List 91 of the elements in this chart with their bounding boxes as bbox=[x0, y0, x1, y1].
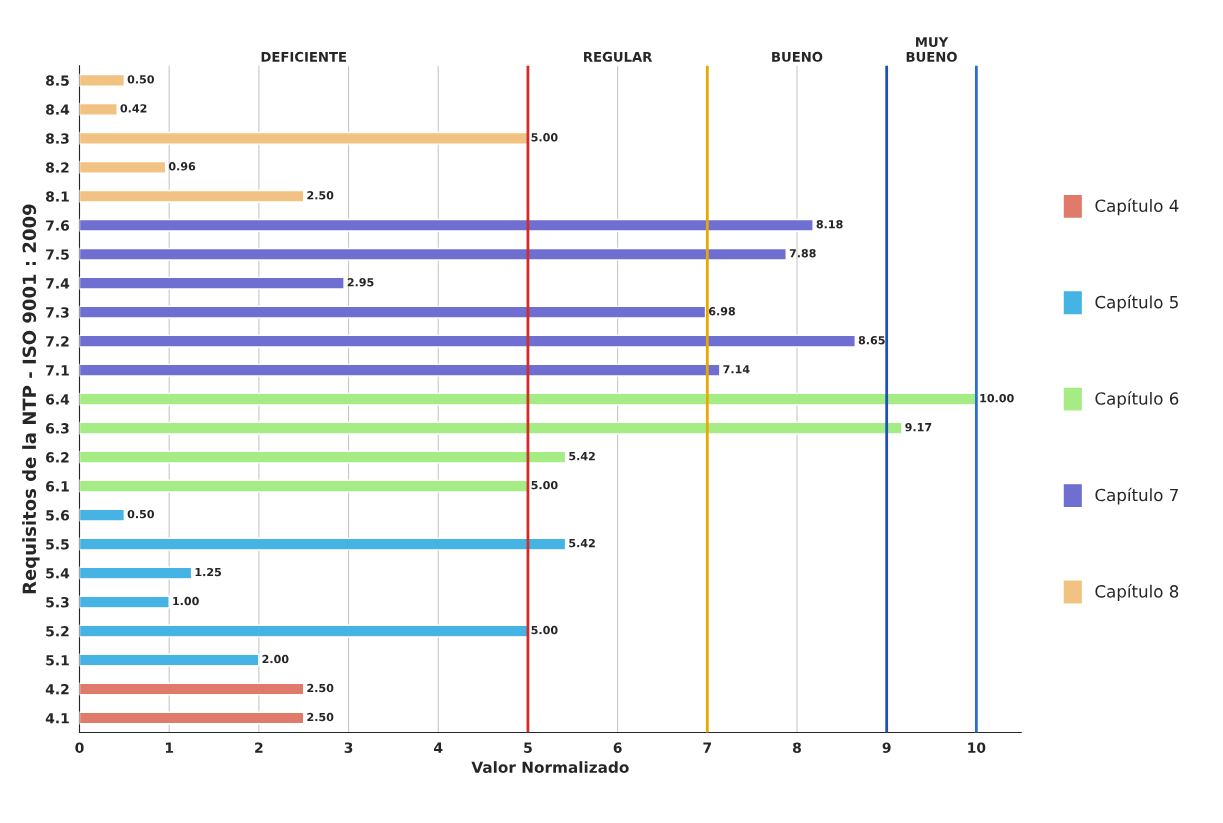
bar bbox=[79, 247, 787, 261]
bar bbox=[79, 73, 126, 87]
y-tick-label: 7.1 bbox=[46, 365, 69, 376]
y-tick-label: 7.2 bbox=[46, 336, 69, 347]
x-tick-label: 7 bbox=[703, 742, 712, 753]
bar bbox=[79, 363, 721, 377]
y-tick-label: 6.3 bbox=[46, 423, 69, 434]
bar bbox=[79, 682, 305, 696]
data-label: 2.95 bbox=[347, 278, 374, 287]
data-label: 0.50 bbox=[127, 75, 154, 84]
x-axis-title: Valor Normalizado bbox=[471, 761, 629, 774]
y-tick-label: 6.1 bbox=[46, 481, 69, 492]
bar bbox=[79, 653, 260, 667]
bar bbox=[79, 479, 529, 493]
bar bbox=[79, 189, 305, 203]
y-tick-label: 5.5 bbox=[46, 539, 69, 550]
data-label: 7.88 bbox=[789, 249, 816, 258]
x-tick-label: 0 bbox=[75, 742, 84, 753]
text: DEFICIENTE bbox=[261, 51, 347, 62]
data-label: 0.50 bbox=[127, 509, 154, 519]
bar bbox=[79, 450, 567, 464]
data-label: 2.50 bbox=[307, 191, 334, 200]
y-tick-label: 6.4 bbox=[46, 394, 70, 405]
y-axis-title: Requisitos de la NTP - ISO 9001 : 2009 bbox=[22, 204, 40, 594]
y-tick-label: 4.1 bbox=[45, 713, 69, 724]
data-label: 8.18 bbox=[816, 220, 843, 229]
data-label: 5.42 bbox=[569, 451, 595, 461]
y-tick-label: 8.3 bbox=[46, 133, 69, 144]
bar bbox=[79, 624, 529, 638]
legend-label: Capítulo 8 bbox=[1095, 584, 1179, 601]
bar bbox=[79, 276, 345, 290]
data-label: 2.50 bbox=[307, 712, 334, 722]
y-tick-label: 4.2 bbox=[45, 683, 69, 695]
data-label: 9.17 bbox=[905, 422, 932, 432]
legend-label: Capítulo 7 bbox=[1095, 487, 1178, 505]
text: MUY BUENO bbox=[906, 37, 957, 62]
bar bbox=[79, 102, 118, 116]
data-label: 5.00 bbox=[531, 625, 558, 635]
y-tick-label: 5.2 bbox=[46, 625, 69, 637]
data-label: 1.25 bbox=[195, 567, 222, 577]
bar bbox=[79, 305, 707, 319]
bar bbox=[79, 218, 814, 232]
data-label: 7.14 bbox=[723, 365, 750, 374]
y-tick-label: 5.4 bbox=[46, 568, 70, 579]
x-tick-label: 5 bbox=[524, 742, 532, 753]
data-label: 0.96 bbox=[168, 162, 196, 171]
data-label: 10.00 bbox=[980, 393, 1014, 403]
x-tick-label: 9 bbox=[882, 742, 891, 753]
data-label: 5.00 bbox=[531, 480, 558, 490]
data-label: 5.00 bbox=[531, 133, 558, 142]
y-tick-label: 8.1 bbox=[46, 191, 69, 202]
y-tick-label: 7.4 bbox=[46, 278, 70, 289]
y-tick-label: 7.6 bbox=[46, 220, 70, 231]
y-tick-label: 7.5 bbox=[46, 249, 69, 260]
y-tick-label: 8.2 bbox=[46, 162, 69, 173]
bar bbox=[79, 537, 567, 551]
bar bbox=[79, 508, 126, 522]
y-tick-label: 6.2 bbox=[46, 452, 69, 463]
x-tick-label: 3 bbox=[344, 742, 353, 753]
y-tick-label: 7.3 bbox=[46, 307, 69, 318]
bar bbox=[79, 160, 167, 174]
data-label: 2.50 bbox=[307, 683, 334, 693]
data-label: 5.42 bbox=[569, 538, 595, 548]
y-tick-label: 8.5 bbox=[46, 75, 69, 86]
x-tick-label: 2 bbox=[255, 742, 263, 753]
text: REGULAR bbox=[584, 51, 653, 62]
y-tick-label: 5.1 bbox=[46, 655, 69, 666]
text: BUENO bbox=[772, 51, 823, 62]
legend-label: Capítulo 5 bbox=[1095, 294, 1178, 312]
y-tick-label: 5.6 bbox=[46, 510, 70, 521]
bar bbox=[79, 595, 170, 609]
data-label: 1.00 bbox=[173, 596, 199, 606]
x-tick-label: 4 bbox=[434, 742, 443, 753]
bar bbox=[79, 421, 903, 435]
bar bbox=[79, 566, 193, 580]
data-label: 8.65 bbox=[858, 336, 885, 345]
bar bbox=[79, 392, 978, 406]
bar bbox=[79, 334, 856, 348]
data-label: 2.00 bbox=[262, 654, 289, 664]
y-tick-label: 5.3 bbox=[46, 597, 69, 608]
x-tick-label: 1 bbox=[165, 742, 174, 753]
data-label: 6.98 bbox=[708, 307, 736, 316]
legend-label: Capítulo 6 bbox=[1095, 391, 1179, 409]
bar bbox=[79, 131, 529, 145]
legend-label: Capítulo 4 bbox=[1095, 198, 1179, 216]
bar bbox=[79, 711, 305, 725]
x-tick-label: 8 bbox=[793, 742, 801, 753]
data-label: 0.42 bbox=[120, 104, 147, 113]
y-tick-label: 8.4 bbox=[46, 104, 70, 115]
x-tick-label: 10 bbox=[968, 742, 986, 753]
x-tick-label: 6 bbox=[613, 742, 622, 753]
